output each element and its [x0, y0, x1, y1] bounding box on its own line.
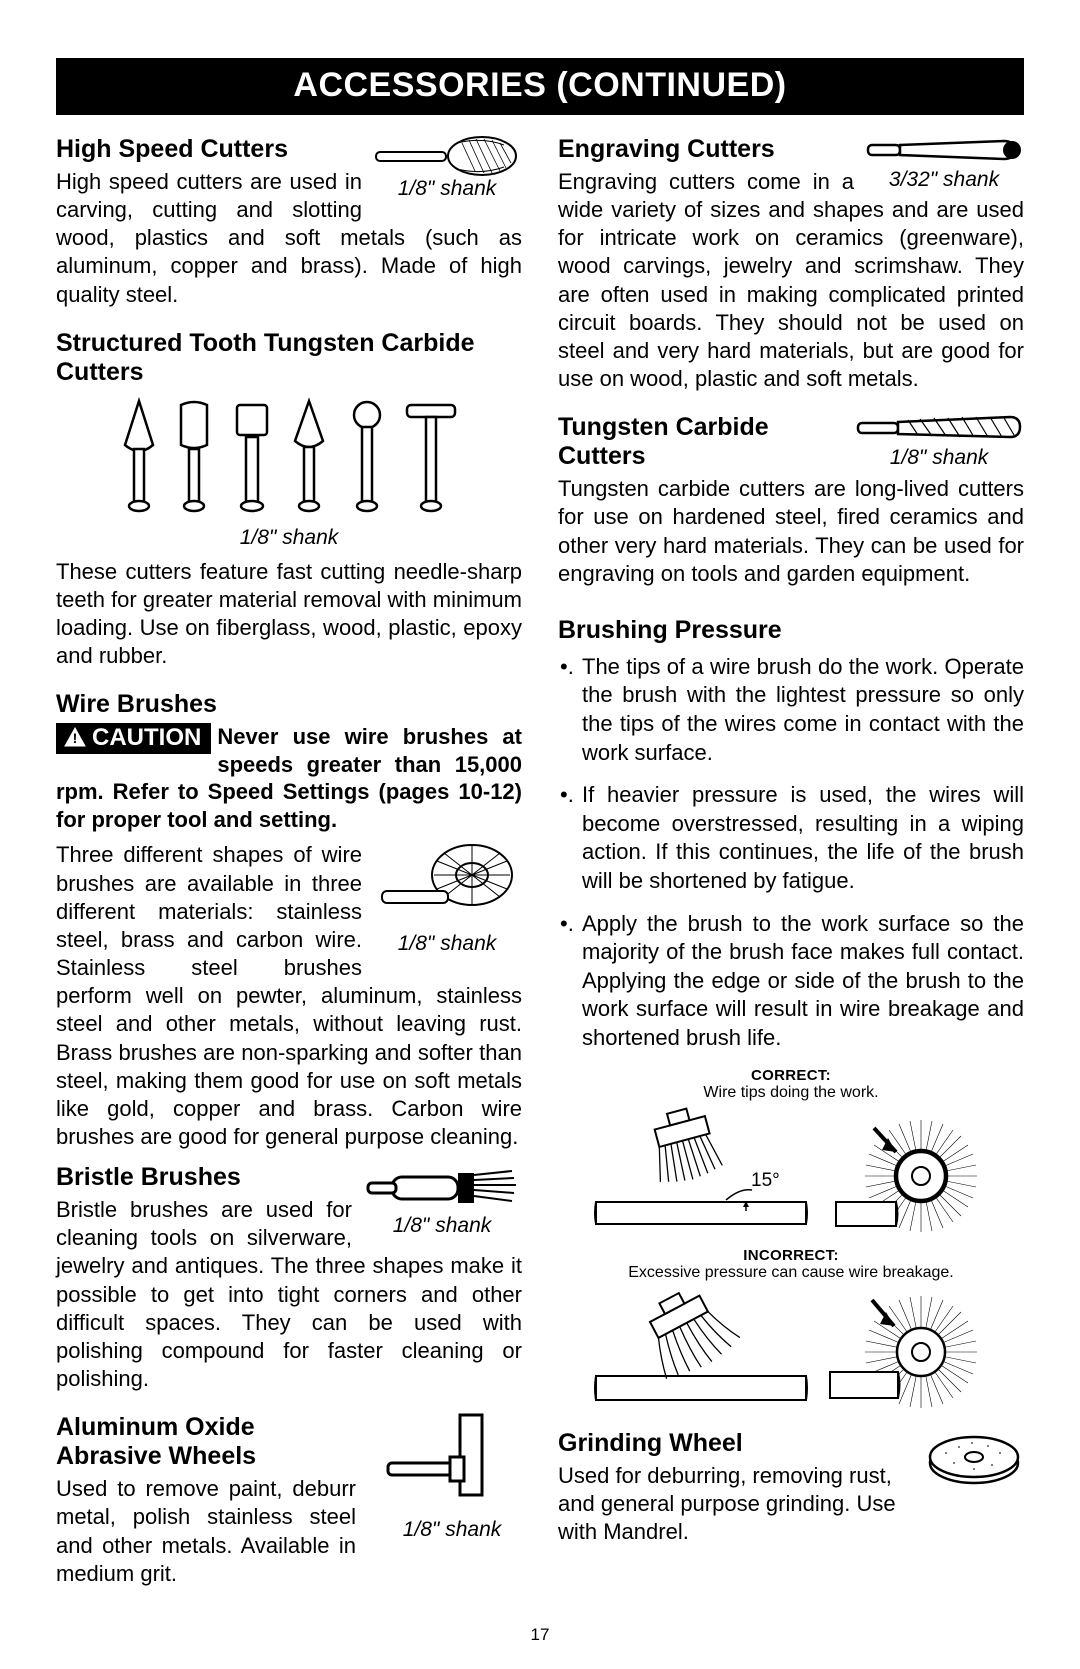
correct-brushing-diagram-icon: 15°: [576, 1106, 1006, 1236]
section-structured-tooth: Structured Tooth Tungsten Carbide Cutter…: [56, 329, 522, 671]
left-column: 1/8" shank High Speed Cutters High speed…: [56, 129, 522, 1588]
shank-label: 1/8" shank: [372, 177, 522, 201]
warning-triangle-icon: !: [64, 727, 86, 747]
section-body: These cutters feature fast cutting needl…: [56, 558, 522, 671]
right-column: 3/32" shank Engraving Cutters Engraving …: [558, 129, 1024, 1588]
angle-label: 15°: [751, 1170, 780, 1191]
incorrect-title: INCORRECT:: [558, 1247, 1024, 1264]
section-bristle-brushes: 1/8" shank Bristle Brushes Bristle brush…: [56, 1163, 522, 1393]
list-item: If heavier pressure is used, the wires w…: [558, 781, 1024, 895]
section-high-speed-cutters: 1/8" shank High Speed Cutters High speed…: [56, 135, 522, 309]
section-title: Structured Tooth Tungsten Carbide Cutter…: [56, 329, 522, 387]
incorrect-subtitle: Excessive pressure can cause wire breaka…: [558, 1264, 1024, 1282]
list-item: The tips of a wire brush do the work. Op…: [558, 653, 1024, 767]
correct-title: CORRECT:: [558, 1067, 1024, 1084]
section-grinding-wheel: Grinding Wheel Used for deburring, remov…: [558, 1429, 1024, 1546]
tungsten-carbide-cutter-icon: [854, 413, 1024, 441]
section-aluminum-oxide: 1/8" shank Aluminum Oxide Abrasive Wheel…: [56, 1413, 522, 1588]
brushing-pressure-list: The tips of a wire brush do the work. Op…: [558, 653, 1024, 1053]
incorrect-brushing-diagram-icon: [576, 1286, 1006, 1416]
shank-label: 1/8" shank: [362, 1214, 522, 1238]
engraving-cutter-icon: [864, 135, 1024, 163]
bristle-brush-icon: [362, 1163, 522, 1209]
shank-label: 1/8" shank: [854, 446, 1024, 470]
list-item: Apply the brush to the work surface so t…: [558, 910, 1024, 1053]
svg-text:!: !: [73, 730, 78, 746]
section-wire-brushes: Wire Brushes ! CAUTION Never use wire br…: [56, 690, 522, 1151]
caution-badge: ! CAUTION: [56, 723, 211, 754]
section-body: Used for deburring, removing rust, and g…: [558, 1462, 898, 1546]
shank-label: 1/8" shank: [56, 526, 522, 550]
shank-label: 3/32" shank: [864, 168, 1024, 192]
carbide-cutters-row-icon: [109, 391, 469, 521]
shank-label: 1/8" shank: [372, 932, 522, 956]
two-column-layout: 1/8" shank High Speed Cutters High speed…: [56, 129, 1024, 1588]
section-body: Tungsten carbide cutters are long-lived …: [558, 475, 1024, 588]
correct-subtitle: Wire tips doing the work.: [558, 1084, 1024, 1102]
high-speed-cutter-icon: [372, 135, 522, 177]
caution-paragraph: ! CAUTION Never use wire brushes at spee…: [56, 723, 522, 833]
page-banner: ACCESSORIES (CONTINUED): [56, 58, 1024, 115]
section-title: Aluminum Oxide Abrasive Wheels: [56, 1413, 346, 1471]
section-title: Brushing Pressure: [558, 616, 1024, 645]
abrasive-wheel-icon: [382, 1413, 522, 1513]
section-engraving-cutters: 3/32" shank Engraving Cutters Engraving …: [558, 135, 1024, 393]
page-number: 17: [0, 1625, 1080, 1645]
shank-label: 1/8" shank: [382, 1518, 522, 1542]
section-body: Used to remove paint, deburr metal, poli…: [56, 1475, 356, 1588]
caution-label: CAUTION: [92, 724, 201, 751]
section-tungsten-carbide: 1/8" shank Tungsten Carbide Cutters Tung…: [558, 413, 1024, 588]
section-title: Wire Brushes: [56, 690, 522, 719]
section-body: Engraving cutters come in a wide variety…: [558, 168, 1024, 393]
wire-brush-wheel-icon: [372, 841, 522, 927]
section-brushing-pressure: Brushing Pressure The tips of a wire bru…: [558, 616, 1024, 1421]
grinding-wheel-icon: [924, 1429, 1024, 1489]
